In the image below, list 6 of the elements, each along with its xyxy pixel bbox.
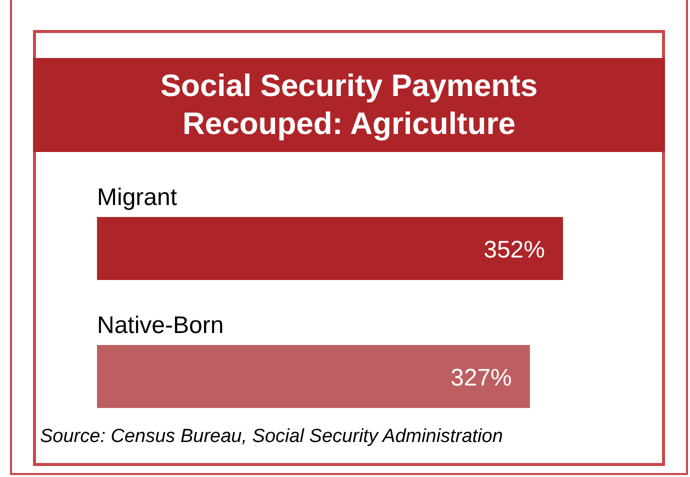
data-label: 352% — [484, 236, 545, 264]
y-tick-label: Migrant — [97, 184, 178, 211]
y-tick-label: Native-Born — [97, 312, 224, 339]
data-label: 327% — [450, 364, 512, 392]
chart-title: Social Security Payments Recouped: Agriculture — [33, 58, 665, 152]
annotation: Source: Census Bureau, Social Security Administration — [40, 426, 503, 448]
